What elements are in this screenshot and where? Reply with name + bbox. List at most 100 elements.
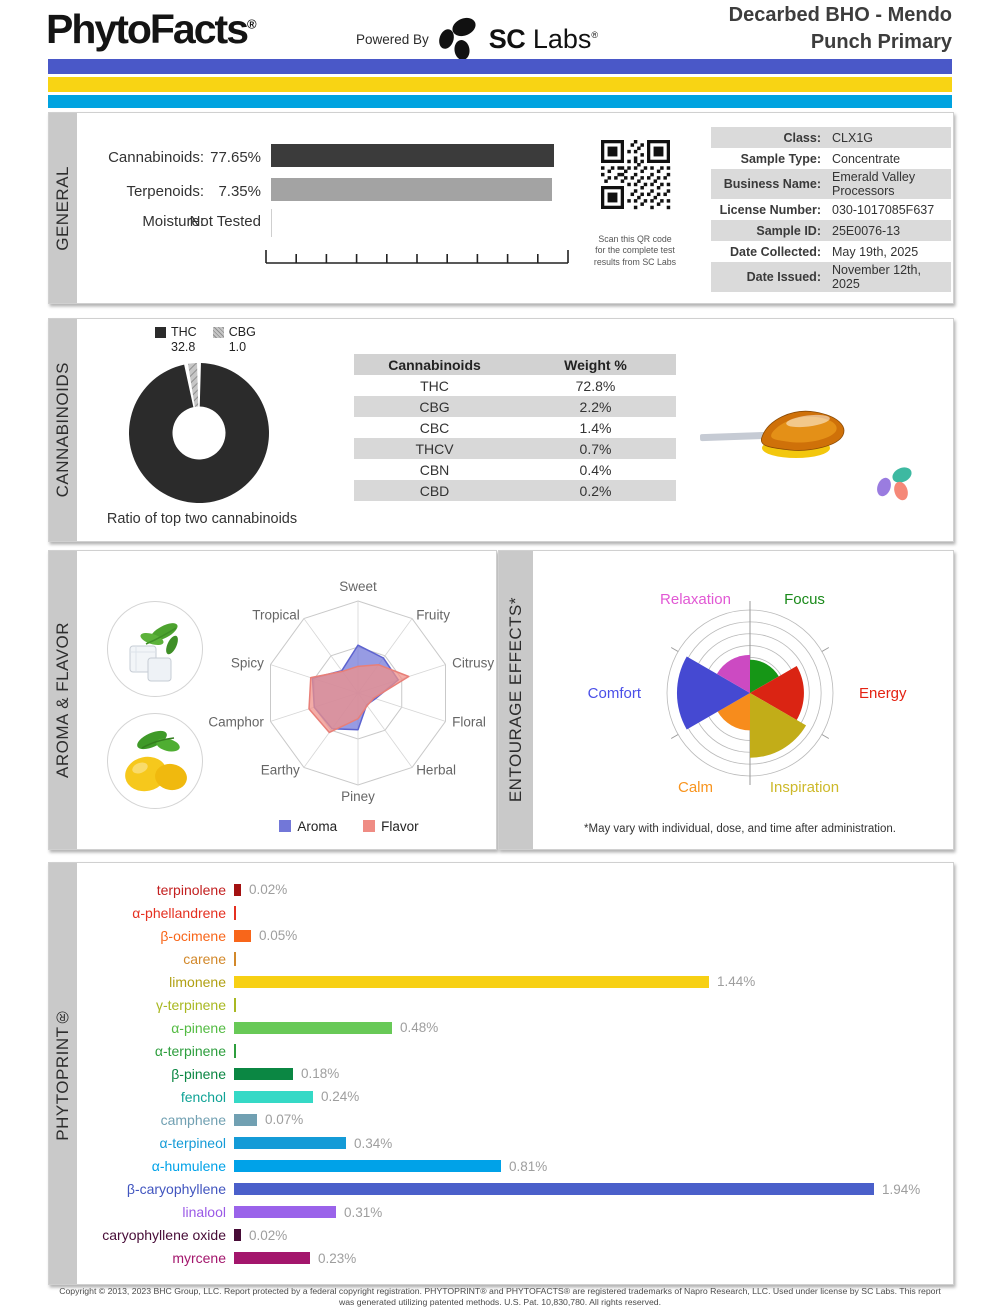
terpene-label: caryophyllene oxide [102,1227,226,1244]
sample-info-table: Class: CLX1G Sample Type: Concentrate Busine… [711,127,951,292]
terpene-row: β-pinene 0.18% [61,1062,941,1085]
terpene-bar [234,1206,336,1219]
info-table-row: Business Name: Emerald Valley Processors [711,169,951,199]
terpene-bar [234,1252,310,1265]
header-cell: Weight % [564,356,627,373]
sc-labs-color-beans-icon [877,467,912,501]
brand-bar-yellow [48,77,952,92]
cannabinoid-table-header: Cannabinoids Weight % [354,354,676,375]
terpene-row: camphene 0.07% [61,1108,941,1131]
aroma-flavor-radar-chart: Sweet Fruity Citrusy Floral Herbal Piney Earth… [208,579,494,804]
aroma-image-mint-ice [107,601,203,697]
terpene-bar [234,997,236,1012]
terpene-bar [234,1021,392,1034]
info-label: Sample Type: [740,151,821,166]
report-title: Decarbed BHO - Mendo Punch Primary [622,2,952,56]
table-cell: 0.7% [579,440,612,457]
entourage-footnote: *May vary with individual, dose, and tim… [584,823,896,835]
phytofacts-logo-text: PhytoFacts [46,6,249,52]
terpene-value: 0.02% [249,1227,288,1243]
effect-sector-calm [717,693,750,731]
terpene-bar [234,1067,293,1080]
terpene-value: 1.94% [882,1181,921,1197]
table-cell: 1.4% [579,419,612,436]
info-table-row: Sample ID: 25E0076-13 [711,220,951,241]
section-aroma-flavor: AROMA & FLAVOR Sweet Fruity Ci [48,550,497,850]
donut-caption: Ratio of top two cannabinoids [106,511,298,527]
effect-sector-comfort [676,656,750,730]
entourage-effects-chart: Focus Energy Inspiration Calm Comfort Relaxat… [588,591,907,796]
sc-labs-wordmark: SC Labs® [488,23,599,54]
donut-legend-entry: THC 32.8 [155,325,197,354]
section-tab-entourage: ENTOURAGE EFFECTS* [499,551,533,849]
radar-axis-label: Piney [341,789,375,804]
section-phytoprint: PHYTOPRINT® terpinolene 0.02% α-phellandre… [48,862,954,1285]
terpene-bar [234,1229,241,1242]
terpene-label: α-phellandrene [132,904,226,921]
scale-ruler [265,250,569,264]
aroma-swatch [279,820,292,832]
terpene-row: carene [61,947,941,970]
terpene-label: α-humulene [151,1158,226,1175]
terpene-label: α-pinene [171,1019,226,1036]
terpene-label: camphene [160,1111,226,1128]
legend-flavor: Flavor [363,819,419,834]
effect-sector-relaxation [716,654,750,693]
table-cell: CBN [419,461,450,478]
terpene-label: fenchol [180,1088,226,1105]
terpene-row: α-humulene 0.81% [61,1155,941,1178]
terpene-label: linalool [182,1204,226,1221]
effect-sector-energy [750,666,804,720]
terpene-label: β-ocimene [160,927,226,944]
terpene-label: β-pinene [171,1065,226,1082]
radar-axis-label: Tropical [252,607,300,622]
brand-bar-cyan [48,95,952,108]
flavor-swatch [363,820,376,832]
terpene-value: 0.48% [400,1020,439,1036]
table-cell: THC [420,377,449,394]
info-value: 030-1017085F637 [832,202,935,217]
cbg-swatch [212,326,224,338]
radar-axis-label: Floral [452,715,486,730]
terpene-value: 0.81% [509,1158,548,1174]
info-value: Emerald Valley Processors [832,170,916,198]
report-title-line1: Decarbed BHO - Mendo [728,4,952,26]
section-cannabinoids: CANNABINOIDS THC 32.8 CBG 1.0 Ratio of top … [48,318,954,542]
legend-aroma: Aroma [279,819,337,834]
terpene-bar [234,1043,236,1058]
info-label: Class: [783,130,821,145]
effect-sector-focus [750,659,779,693]
cannabinoid-table-row: CBG 2.2% [354,396,676,417]
info-value: November 12th, 2025 [832,263,921,291]
radar-axis-label: Spicy [231,655,264,670]
table-cell: THCV [415,440,454,457]
table-cell: 0.4% [579,461,612,478]
effect-label-comfort: Comfort [588,685,642,702]
info-value: 25E0076-13 [832,223,901,238]
radar-axis-label: Herbal [416,763,456,778]
terpene-bar [234,1090,313,1103]
info-label: License Number: [719,202,821,217]
terpene-bar [234,1137,346,1150]
powered-by-block: Powered By SC Labs® [356,16,616,62]
effect-label-calm: Calm [678,779,713,796]
report-title-line2: Punch Primary [810,31,952,53]
general-row-label: Moisture: [142,213,204,230]
registered-mark: ® [247,16,257,32]
legend-name: CBG [228,325,256,339]
terpenoids-bar [271,178,552,201]
cannabinoid-table-row: THC 72.8% [354,375,676,396]
info-table-row: Sample Type: Concentrate [711,148,951,169]
section-entourage-effects: ENTOURAGE EFFECTS* Focus Energy Inspiratio… [498,550,954,850]
header-cell: Cannabinoids [388,356,481,373]
general-row-label: Cannabinoids: [108,149,204,166]
terpene-value: 0.07% [265,1112,304,1128]
radar-legend: Aroma Flavor [199,819,499,834]
terpene-bar [234,1183,874,1196]
terpene-value: 0.18% [301,1066,340,1082]
sc-labs-beans-icon [438,17,476,60]
terpene-row: α-pinene 0.48% [61,1016,941,1039]
cannabinoid-table: Cannabinoids Weight % THC 72.8% CBG 2.2% CBC 1.… [354,354,676,501]
terpene-value: 0.34% [354,1135,393,1151]
terpene-bar [234,929,251,942]
